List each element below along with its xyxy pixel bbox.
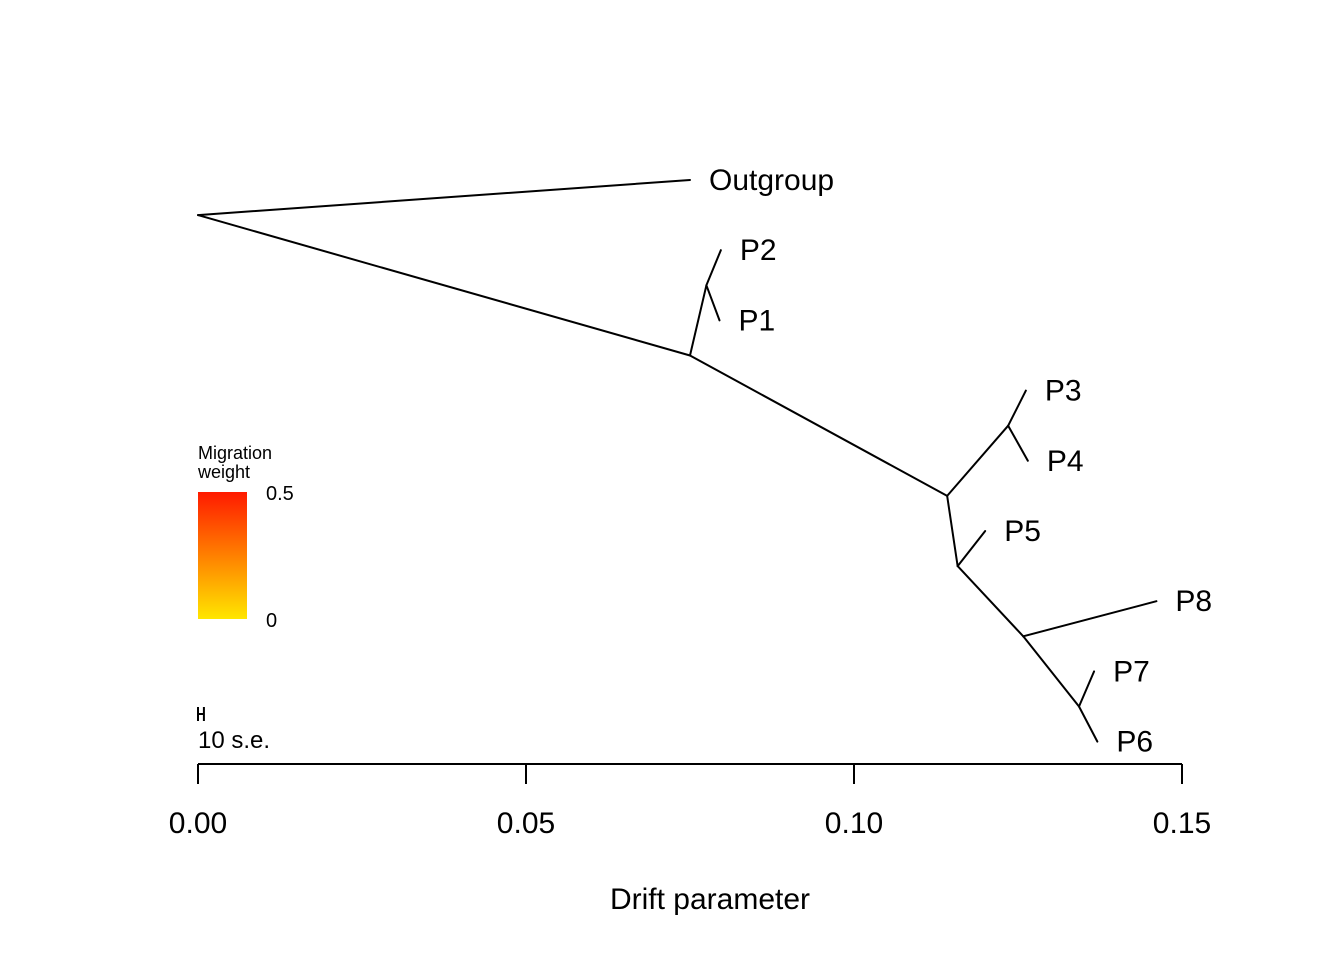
- branch-n1-n2: [689, 284, 708, 357]
- branch-n5-p5: [956, 530, 987, 568]
- branch-n3-n5: [946, 494, 959, 568]
- tip-label-p8: P8: [1175, 585, 1212, 618]
- legend-min-label: 0: [266, 610, 277, 632]
- branch-root-outgroup: [197, 179, 691, 217]
- branch-n2-p1: [705, 284, 721, 322]
- x-axis: 0.00 0.05 0.10 0.15 Drift parameter: [169, 763, 1211, 916]
- branch-root-n1: [197, 214, 691, 357]
- branch-n4-p4: [1007, 424, 1029, 462]
- x-tick-label: 0.00: [169, 807, 227, 840]
- standard-error-scale-bar: 10 s.e.: [197, 707, 270, 754]
- branch-n6-n7: [1022, 635, 1081, 708]
- legend-color-bar: [198, 492, 247, 619]
- tip-label-p7: P7: [1113, 655, 1150, 688]
- tip-labels: Outgroup P2 P1 P3 P4 P5 P8 P7 P6: [709, 164, 1212, 759]
- legend-title-line2: weight: [197, 462, 250, 482]
- tip-label-p5: P5: [1004, 515, 1041, 548]
- scale-bar-label: 10 s.e.: [198, 727, 270, 754]
- tip-label-p4: P4: [1047, 445, 1084, 478]
- tip-label-p1: P1: [739, 304, 776, 337]
- tip-label-p3: P3: [1045, 375, 1082, 408]
- migration-weight-legend: Migration weight 0.5 0: [197, 443, 294, 632]
- branch-n1-n3: [689, 354, 949, 497]
- legend-title-line1: Migration: [198, 443, 272, 463]
- x-tick-label: 0.05: [497, 807, 555, 840]
- branch-n3-n4: [946, 424, 1010, 497]
- branch-n7-p7: [1078, 670, 1096, 708]
- tree-branches: [197, 179, 1158, 743]
- tip-label-outgroup: Outgroup: [709, 164, 834, 197]
- legend-max-label: 0.5: [266, 483, 294, 505]
- x-tick-label: 0.15: [1153, 807, 1211, 840]
- x-axis-ticks: 0.00 0.05 0.10 0.15: [169, 764, 1211, 840]
- branch-n5-n6: [956, 565, 1025, 638]
- branch-n6-p8: [1022, 600, 1158, 638]
- tip-label-p2: P2: [740, 234, 777, 267]
- branch-n4-p3: [1007, 389, 1027, 427]
- x-tick-label: 0.10: [825, 807, 883, 840]
- x-axis-label: Drift parameter: [610, 883, 810, 916]
- tip-label-p6: P6: [1116, 726, 1153, 759]
- branch-n7-p6: [1078, 705, 1099, 743]
- branch-n2-p2: [705, 249, 722, 287]
